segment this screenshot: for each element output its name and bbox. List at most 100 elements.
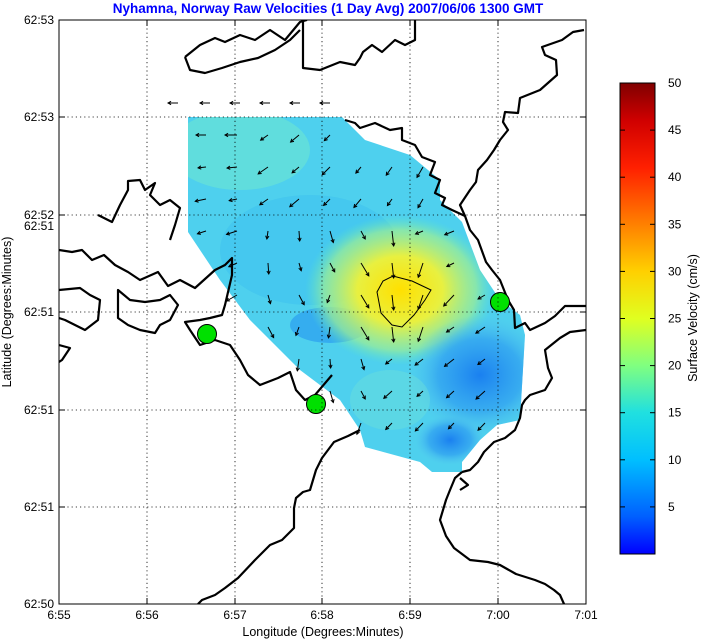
velocity-arrow [417, 326, 424, 343]
contour-line [376, 275, 432, 328]
velocity-arrow [355, 166, 362, 174]
y-axis-label: Latitude (Degrees:Minutes) [0, 237, 14, 388]
velocity-arrow [417, 198, 424, 209]
velocity-arrow [265, 230, 270, 240]
velocity-arrow [267, 326, 275, 339]
velocity-arrow [417, 294, 424, 311]
velocity-arrow [477, 294, 486, 300]
colorbar-tick-label: 35 [668, 217, 682, 231]
velocity-arrow [258, 198, 269, 206]
velocity-arrow [475, 390, 486, 400]
velocity-arrow [385, 422, 393, 431]
velocity-arrow [228, 100, 240, 106]
velocity-arrow [298, 262, 303, 272]
velocity-arrow [360, 326, 370, 341]
velocity-arrows [166, 100, 486, 436]
station-marker [197, 324, 217, 344]
velocity-arrow [289, 198, 300, 208]
velocity-arrow [391, 262, 396, 279]
x-tick-label: 6:58 [310, 608, 334, 622]
velocity-arrow [443, 230, 455, 236]
velocity-arrow [416, 166, 424, 179]
velocity-arrow [360, 294, 370, 309]
velocity-arrow [297, 230, 302, 243]
velocity-arrow [414, 358, 424, 366]
velocity-arrow [414, 422, 424, 432]
velocity-arrow [391, 230, 396, 247]
chart-title: Nyhamna, Norway Raw Velocities (1 Day Av… [113, 1, 544, 16]
colorbar-tick-label: 20 [668, 359, 682, 373]
velocity-arrow [198, 100, 210, 106]
x-tick-label: 6:59 [398, 608, 422, 622]
gridlines [59, 20, 586, 604]
velocity-arrow [329, 262, 336, 273]
colorbar-tick-label: 40 [668, 170, 682, 184]
x-tick-label: 7:00 [486, 608, 510, 622]
velocity-arrow [326, 326, 331, 339]
velocity-arrow [360, 230, 366, 240]
colorbar-tick-label: 30 [668, 264, 682, 278]
y-tick-label: 62:51 [24, 219, 54, 233]
x-tick-labels: 6:55 6:56 6:57 6:58 6:59 7:00 7:01 [47, 608, 598, 622]
velocity-arrow [295, 358, 300, 372]
velocity-arrow [228, 198, 238, 203]
station-markers [197, 292, 510, 414]
station-marker [490, 292, 510, 312]
velocity-arrow [326, 294, 331, 304]
colorbar-tick-label: 5 [668, 500, 675, 514]
velocity-arrow [294, 326, 300, 337]
velocity-arrow [417, 262, 424, 279]
velocity-arrow [323, 134, 331, 142]
y-tick-label: 62:51 [24, 305, 54, 319]
y-tick-label: 62:52 [24, 208, 54, 222]
velocity-arrow [360, 358, 366, 371]
velocity-arrow [445, 326, 455, 333]
x-axis-label: Longitude (Degrees:Minutes) [242, 625, 403, 639]
velocity-arrow [416, 390, 424, 398]
velocity-arrow [267, 294, 272, 305]
velocity-arrow [329, 390, 335, 404]
velocity-arrow [443, 294, 455, 307]
velocity-arrow [384, 358, 393, 365]
y-tick-label: 62:50 [24, 597, 54, 611]
velocity-arrow [329, 230, 335, 244]
colorbar: 5 10 15 20 25 30 35 40 45 50 Surface Velocity (cm… [619, 76, 700, 555]
velocity-arrow [197, 165, 207, 170]
colorbar-tick-label: 45 [668, 123, 682, 137]
velocity-arrow [477, 358, 486, 366]
velocity-arrow [445, 262, 455, 268]
velocity-field [188, 117, 525, 472]
y-tick-labels: 62:50 62:51 62:51 62:51 62:51 62:52 62:5… [24, 13, 54, 611]
x-tick-label: 6:56 [135, 608, 159, 622]
velocity-arrow [386, 198, 393, 207]
coastline [59, 20, 586, 604]
x-tick-label: 6:57 [223, 608, 247, 622]
x-tick-label: 6:55 [47, 608, 71, 622]
velocity-arrow [322, 198, 331, 207]
station-marker [306, 394, 326, 414]
velocity-arrow [443, 358, 455, 368]
velocity-arrow [475, 326, 486, 334]
velocity-arrow [223, 132, 237, 138]
velocity-arrow [266, 262, 271, 276]
velocity-arrow [194, 198, 207, 203]
colorbar-tick-label: 10 [668, 453, 682, 467]
colorbar-tick-label: 50 [668, 76, 682, 90]
velocity-arrow [445, 390, 455, 399]
velocity-arrow [414, 230, 424, 235]
y-tick-label: 62:53 [24, 110, 54, 124]
velocity-arrow [225, 230, 238, 236]
plot-area [59, 20, 586, 604]
velocity-arrow [360, 262, 370, 277]
velocity-arrow [291, 166, 300, 174]
velocity-arrow [391, 294, 396, 311]
y-tick-label: 62:53 [24, 13, 54, 27]
velocity-arrow [258, 100, 270, 106]
velocity-arrow [259, 134, 269, 141]
colorbar-gradient [619, 82, 656, 555]
velocity-arrow [196, 230, 207, 235]
velocity-arrow [166, 100, 178, 106]
velocity-arrow [477, 422, 486, 431]
colorbar-tick-label: 15 [668, 406, 682, 420]
